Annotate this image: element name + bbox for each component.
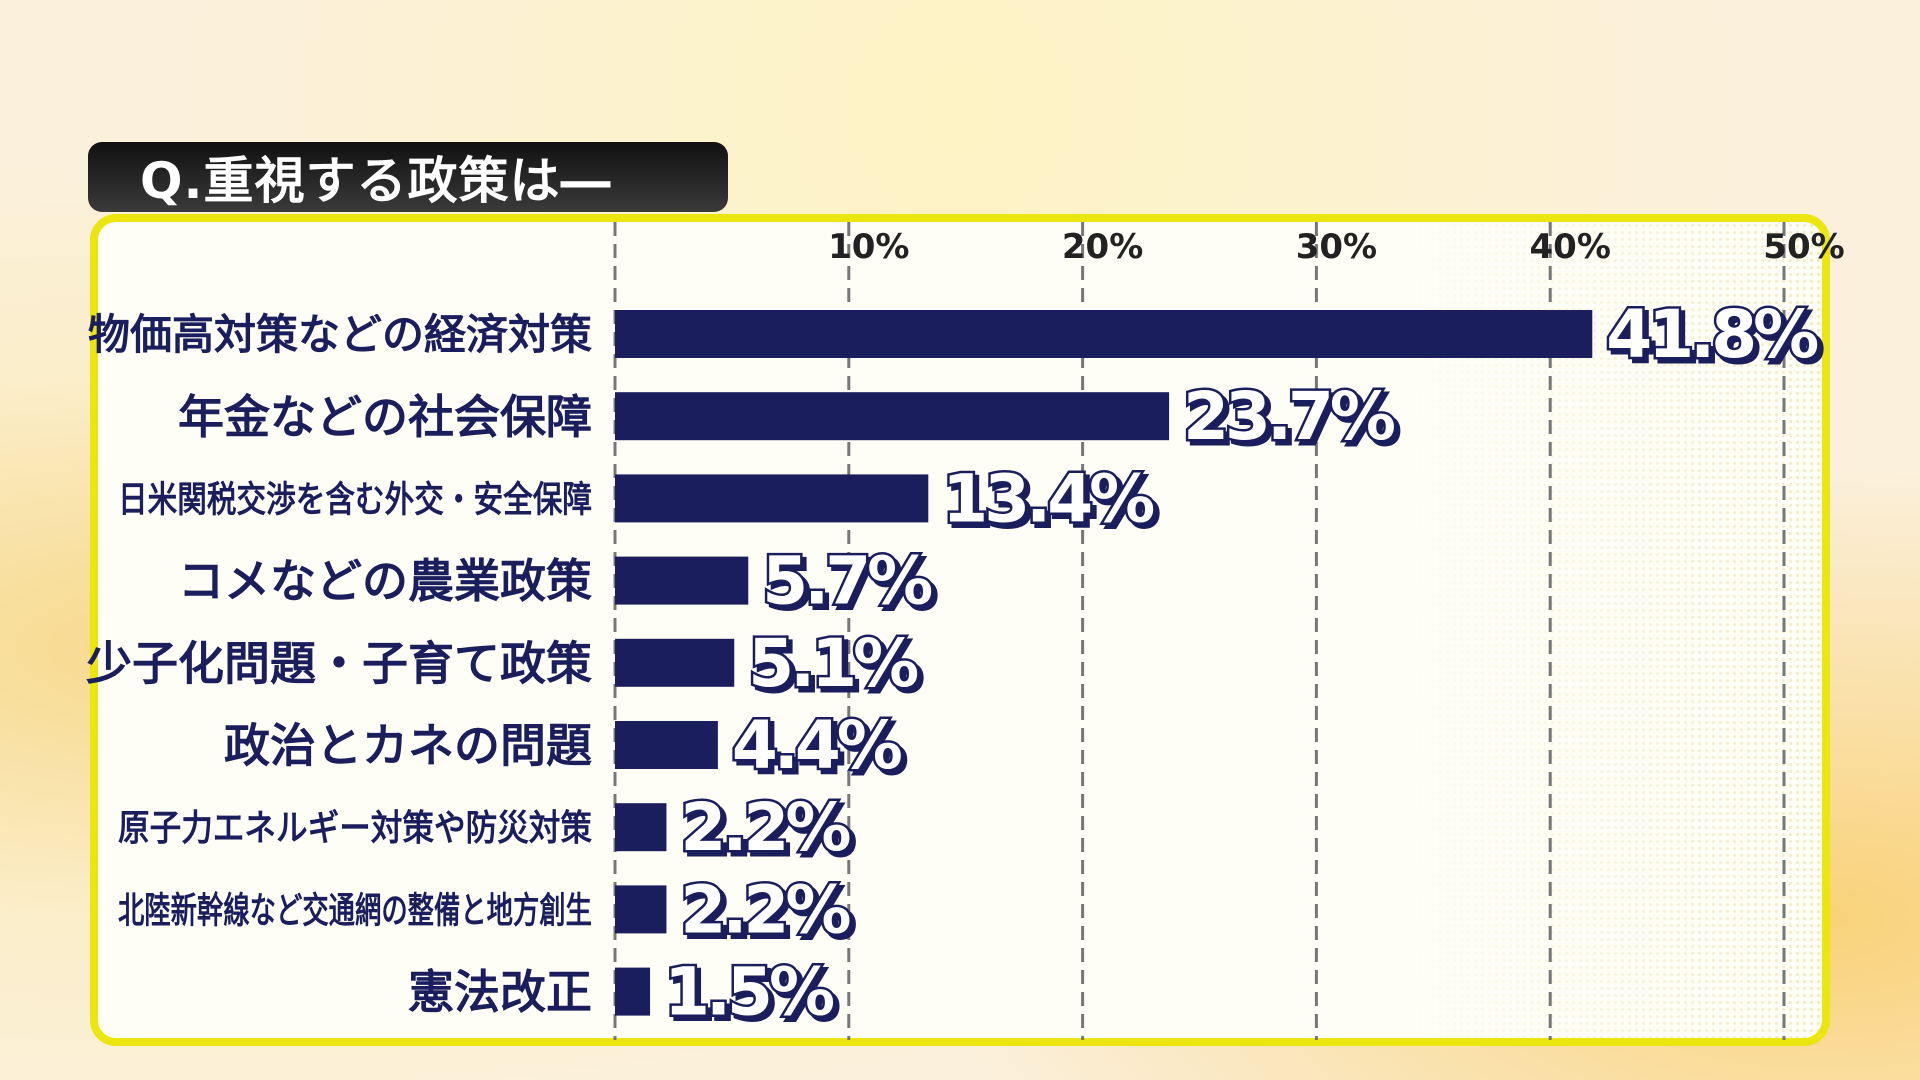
bar: [615, 721, 718, 769]
tick-label: 50%: [1763, 227, 1844, 267]
data-label: 4.4%: [732, 707, 902, 784]
bar: [615, 967, 651, 1016]
category-label: 日米関税交渉を含む外交・安全保障: [118, 478, 592, 520]
chart-panel: [90, 214, 1830, 1046]
category-label: 原子力エネルギー対策や防災対策: [118, 808, 592, 849]
category-label: 政治とカネの問題: [224, 719, 592, 773]
tick-label: 10%: [828, 227, 909, 267]
category-label: 物価高対策などの経済対策: [88, 310, 592, 359]
bar: [615, 556, 749, 605]
bar: [615, 638, 735, 687]
question-title-box: Q.重視する政策は―: [88, 142, 728, 212]
data-label: 5.7%: [762, 543, 932, 620]
category-label: コメなどの農業政策: [178, 554, 592, 608]
category-label: 北陸新幹線など交通網の整備と地方創生: [118, 889, 592, 931]
category-label: 少子化問題・子育て政策: [86, 636, 592, 690]
bar: [615, 392, 1170, 441]
tick-label: 30%: [1296, 227, 1377, 267]
data-label: 41.8%: [1606, 296, 1818, 373]
data-label: 5.1%: [748, 625, 918, 702]
data-label: 2.2%: [680, 871, 850, 948]
data-label: 1.5%: [664, 954, 834, 1031]
data-label: 2.2%: [680, 789, 850, 866]
data-label: 23.7%: [1183, 378, 1395, 455]
data-label: 13.4%: [942, 460, 1154, 537]
category-label: 憲法改正: [408, 965, 592, 1019]
category-label: 年金などの社会保障: [178, 390, 592, 444]
bar: [615, 885, 667, 934]
bar: [615, 474, 929, 523]
question-title: Q.重視する政策は―: [140, 152, 612, 210]
tick-label: 40%: [1530, 227, 1611, 267]
bar: [615, 310, 1593, 358]
tick-label: 20%: [1062, 227, 1143, 267]
bar: [615, 803, 667, 852]
